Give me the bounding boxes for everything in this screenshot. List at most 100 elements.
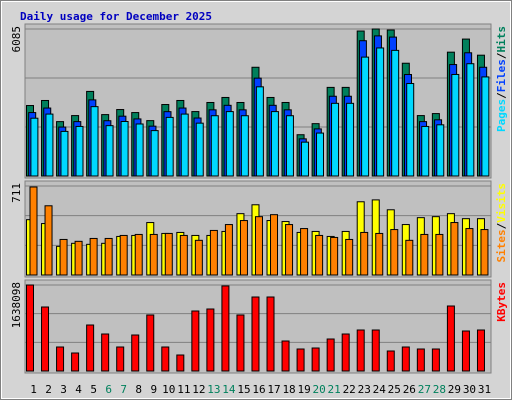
x-tick-label: 27 [418,383,431,396]
bar [239,220,248,276]
bar [330,236,339,276]
bar [465,228,474,276]
bar [224,224,233,276]
x-tick-label: 15 [237,383,250,396]
bar [119,234,128,276]
x-tick-label: 22 [343,383,356,396]
chart-title: Daily usage for December 2025 [20,10,212,23]
x-tick-label: 19 [297,383,310,396]
bar [406,83,415,177]
x-tick-label: 29 [448,383,461,396]
bar [481,76,490,177]
x-tick-label: 8 [135,383,142,396]
bar [90,106,99,177]
x-tick-label: 23 [358,383,371,396]
x-tick-label: 20 [313,383,326,396]
bar [59,238,68,276]
bar [281,340,290,372]
legend-label: Hits [495,26,508,53]
bar [361,56,370,177]
bar [466,63,475,177]
bar [255,86,264,177]
y-tick-label: 711 [10,183,23,203]
legend: Sites/Visits [495,183,508,263]
x-tick-label: 18 [282,383,295,396]
bar [56,346,65,372]
x-tick-label: 26 [403,383,416,396]
legend-label: Visits [495,183,508,223]
bar [120,121,129,177]
bar [346,102,355,177]
y-tick-label: 1638098 [10,282,23,328]
bar [104,237,113,276]
bar [134,233,143,276]
bar [26,284,34,372]
bar [270,111,279,177]
bar [371,329,380,372]
bar [450,222,459,276]
bar [435,233,444,276]
bar [416,348,425,372]
bar [135,123,144,177]
bar [251,296,260,372]
bar [315,234,324,276]
bar [146,314,155,372]
bar [405,239,414,276]
bar [71,352,80,372]
bar [376,47,385,177]
bar [45,113,54,177]
bar [431,348,440,372]
bar [221,285,230,372]
x-tick-label: 12 [192,383,205,396]
x-tick-label: 13 [207,383,220,396]
bar [446,305,455,372]
legend-label: KBytes [495,282,508,322]
x-tick-label: 1 [30,383,37,396]
legend-label: Sites [495,229,508,262]
bar [209,229,218,276]
x-tick-label: 17 [267,383,280,396]
bar [86,324,95,372]
bar [480,229,489,276]
x-tick-label: 6 [105,383,112,396]
legend: KBytes [495,282,508,322]
bar [179,234,188,276]
bar [150,130,159,177]
bar [390,229,399,276]
x-tick-label: 7 [120,383,127,396]
x-tick-label: 5 [90,383,97,396]
bar [164,232,173,276]
bar [131,334,140,372]
x-tick-label: 21 [328,383,341,396]
bar [311,347,320,372]
bar [296,348,305,372]
bar [451,73,460,177]
bar [341,333,350,372]
bar [149,233,158,276]
bar [436,124,445,177]
bar [240,115,249,177]
x-tick-label: 4 [75,383,82,396]
bar [75,125,84,177]
legend-label: Files [495,59,508,92]
bar [165,116,174,177]
legend-separator: / [495,92,508,99]
bar [476,329,485,372]
bar [30,117,39,177]
bar [105,125,114,177]
x-tick-label: 2 [45,383,52,396]
x-tick-label: 30 [463,383,476,396]
x-tick-label: 11 [177,383,190,396]
bar [421,125,430,177]
x-tick-label: 14 [222,383,236,396]
bar [270,214,279,276]
bar [206,308,215,372]
bar [236,314,245,372]
bar [60,130,69,177]
bar [345,238,354,276]
bar [375,232,384,276]
legend-label: Pages [495,99,508,132]
bar [191,310,200,372]
bar [316,132,325,177]
